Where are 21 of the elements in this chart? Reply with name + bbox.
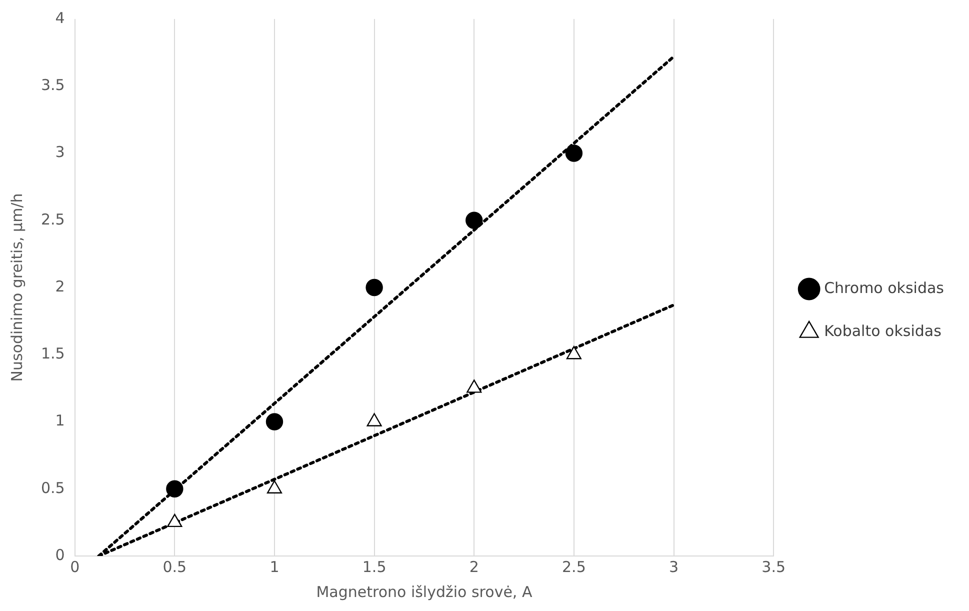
y-tick-label: 3 [55, 143, 65, 162]
x-tick-label: 1.5 [362, 558, 386, 576]
y-tick-label: 1.5 [40, 344, 65, 363]
y-tick-label: 0 [55, 546, 65, 564]
x-axis-title: Magnetrono išlydžio srovė, A [316, 582, 533, 601]
legend-label: Kobalto oksidas [824, 322, 942, 340]
x-tick-label: 3 [668, 558, 679, 576]
y-tick-label: 1 [55, 412, 65, 430]
y-tick-label: 2.5 [40, 210, 65, 228]
y-tick-label: 2 [55, 277, 65, 296]
x-tick-label: 2.5 [562, 558, 586, 576]
y-tick-label: 3.5 [40, 76, 65, 94]
x-tick-label: 2 [469, 558, 479, 576]
x-tick-label: 1 [270, 558, 280, 576]
x-tick-label: 0 [70, 558, 80, 576]
y-tick-label: 0.5 [40, 478, 65, 497]
x-tick-label: 0.5 [162, 558, 187, 576]
y-tick-label: 4 [55, 8, 65, 27]
y-axis-title: Nusodinimo greitis, µm/h [8, 193, 26, 382]
legend-label: Chromo oksidas [824, 278, 944, 297]
x-tick-label: 3.5 [762, 558, 786, 576]
